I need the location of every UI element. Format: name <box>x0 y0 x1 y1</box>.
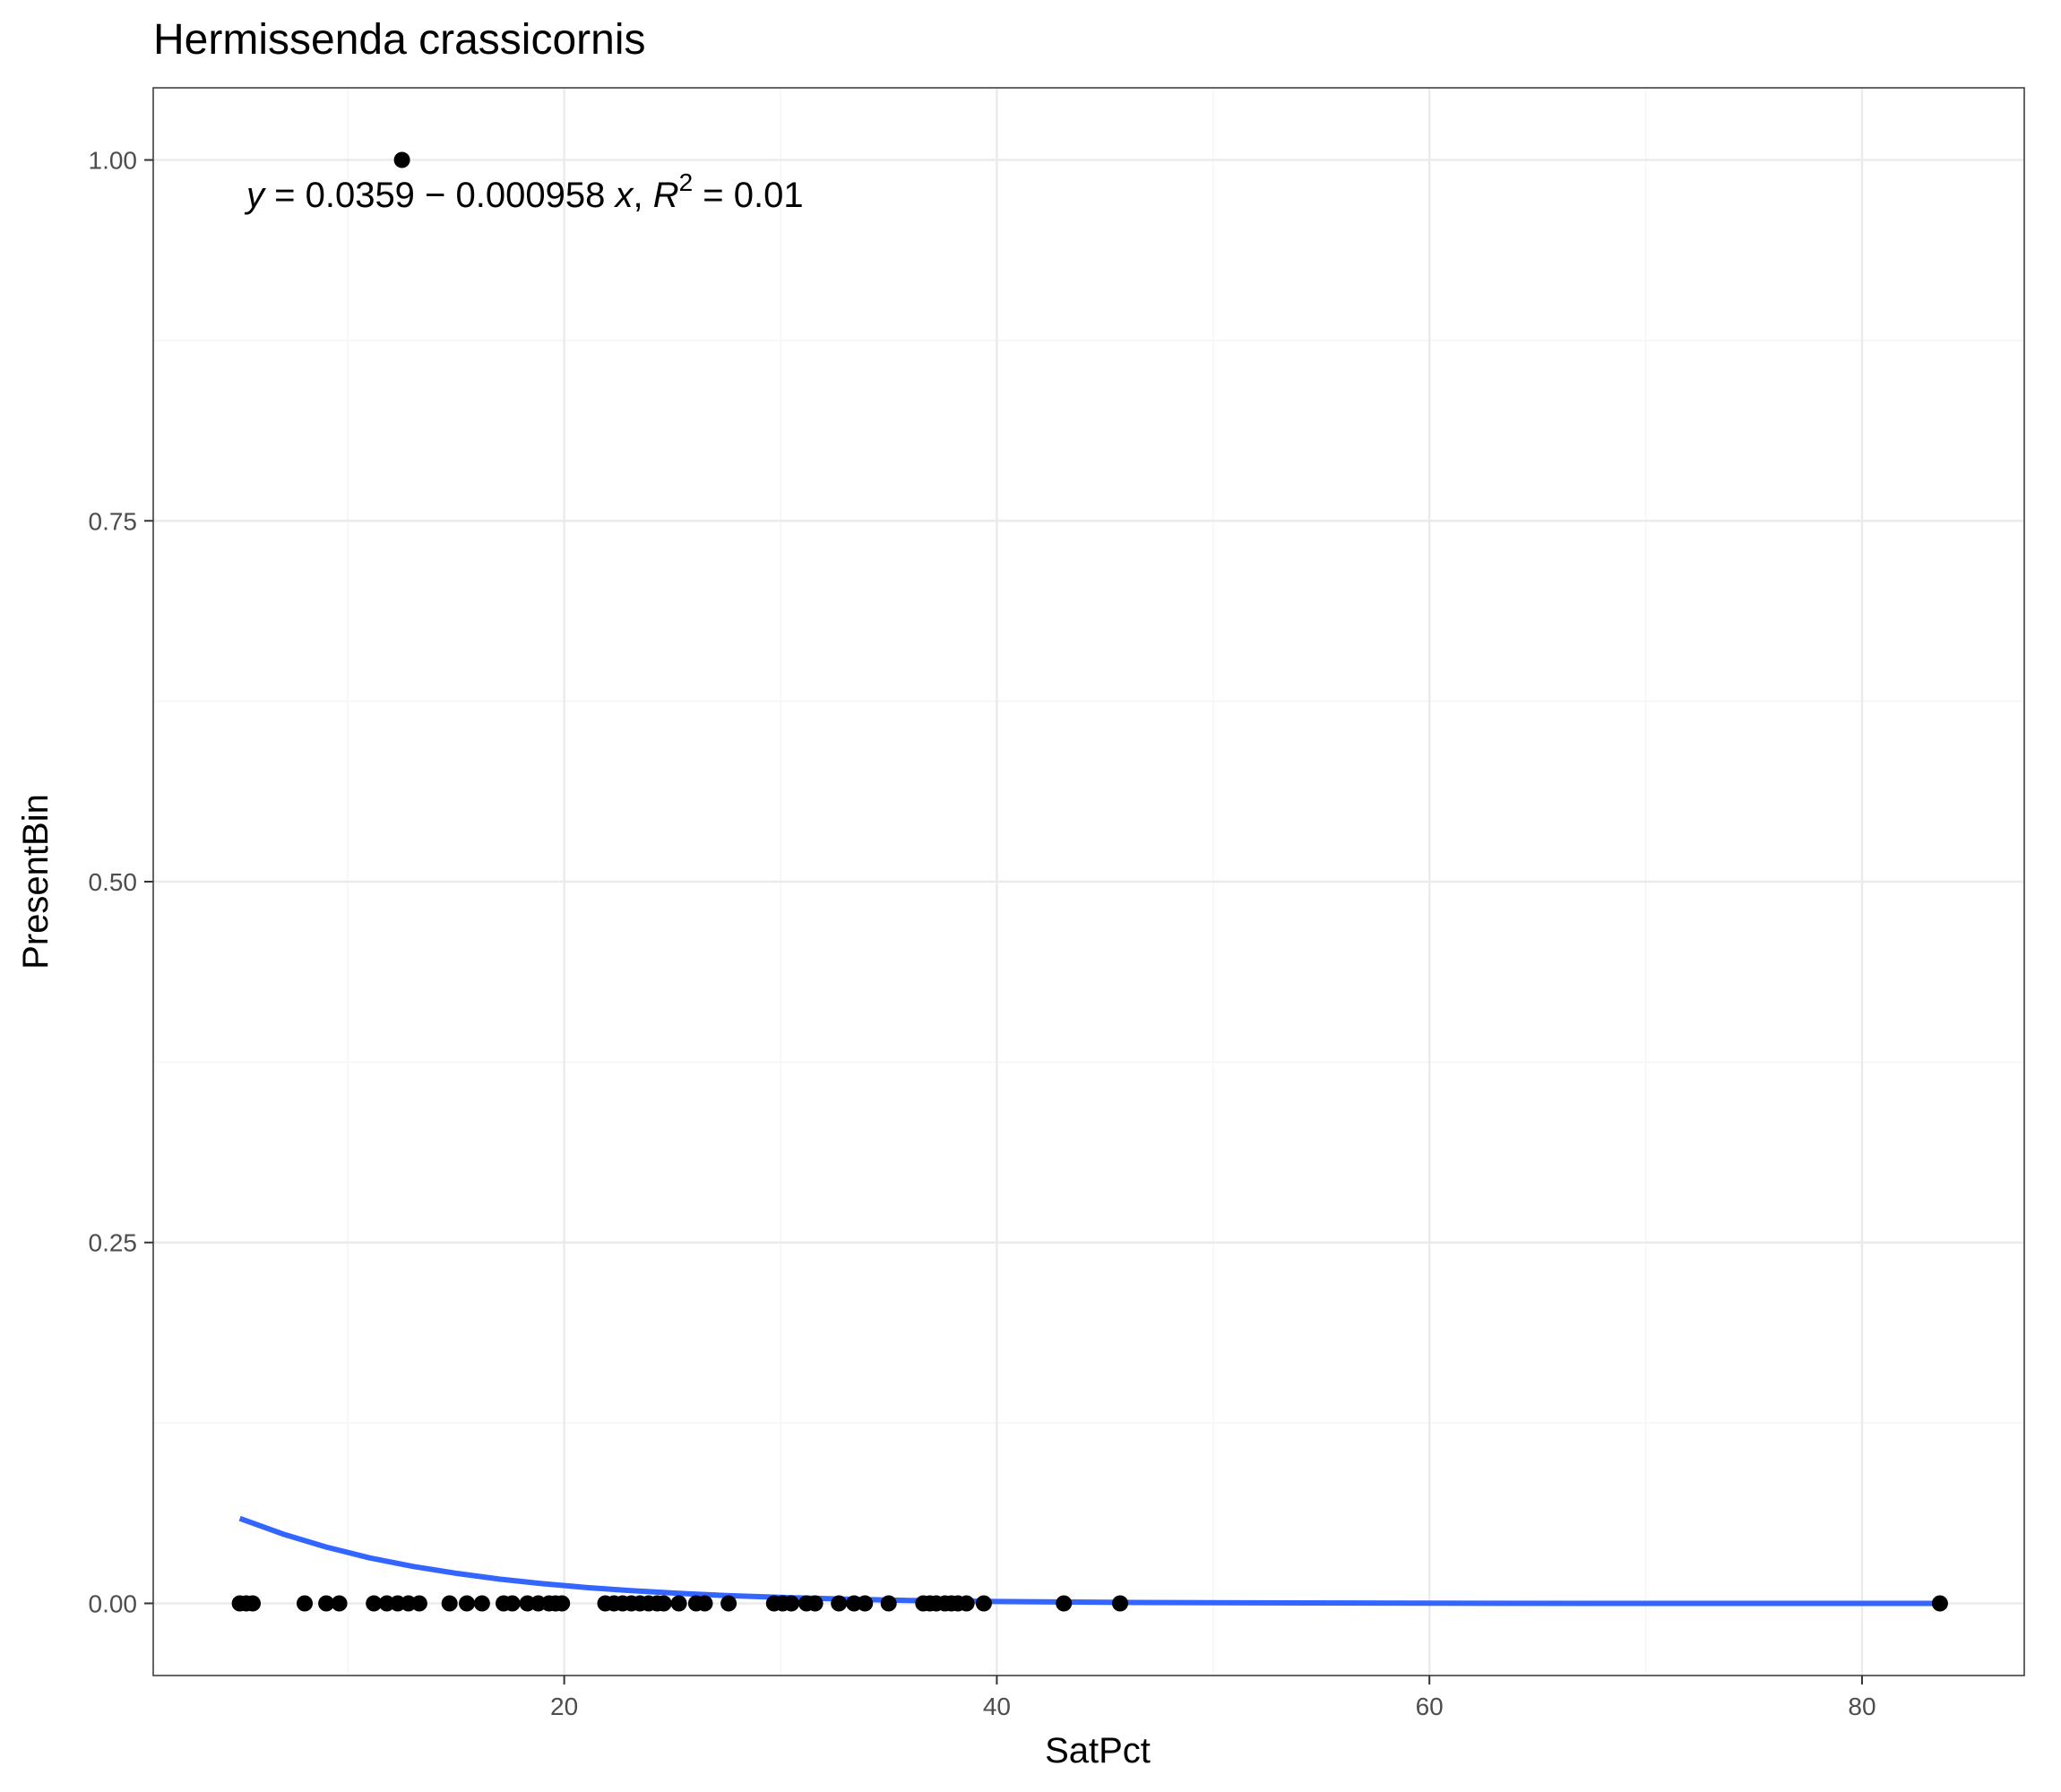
data-point <box>297 1595 313 1612</box>
fit-line <box>238 1515 1940 1607</box>
data-point <box>958 1595 975 1612</box>
data-point <box>393 151 410 168</box>
eq-comma: , <box>633 176 652 215</box>
data-point <box>473 1595 490 1612</box>
data-point <box>504 1595 521 1612</box>
data-point <box>670 1595 687 1612</box>
chart-title: Hermissenda crassicornis <box>153 16 646 64</box>
data-point <box>441 1595 458 1612</box>
regression-curve <box>238 1515 1940 1607</box>
grid-lines <box>153 88 2024 1676</box>
x-axis-title: SatPct <box>1045 1731 1151 1770</box>
y-tick-label: 0.50 <box>89 868 138 896</box>
eq-r-variable: R <box>653 176 679 215</box>
eq-r-exponent: 2 <box>679 168 694 196</box>
data-point <box>783 1595 800 1612</box>
data-point <box>366 1595 383 1612</box>
data-point <box>806 1595 824 1612</box>
data-point <box>318 1595 335 1612</box>
x-tick-label: 60 <box>1416 1693 1444 1720</box>
data-point <box>720 1595 737 1612</box>
data-point <box>857 1595 874 1612</box>
y-tick-label: 0.00 <box>89 1590 138 1617</box>
data-point <box>331 1595 348 1612</box>
x-tick-label: 20 <box>550 1693 578 1720</box>
y-tick-label: 0.25 <box>89 1229 138 1257</box>
eq-body: = 0.0359 − 0.000958 <box>264 176 615 215</box>
data-point <box>831 1595 848 1612</box>
x-tick-label: 40 <box>983 1693 1011 1720</box>
y-tick-label: 0.75 <box>89 507 138 535</box>
data-point <box>880 1595 897 1612</box>
data-point <box>1931 1595 1948 1612</box>
data-points <box>231 151 1948 1612</box>
data-point <box>410 1595 427 1612</box>
x-axis: 20 40 60 80 <box>550 1676 1876 1720</box>
y-axis-title: PresentBin <box>16 794 56 969</box>
x-tick-label: 80 <box>1848 1693 1876 1720</box>
regression-equation: y = 0.0359 − 0.000958 x, R2 = 0.01 <box>244 168 804 215</box>
data-point <box>1056 1595 1073 1612</box>
eq-x-variable: x <box>613 176 634 215</box>
data-point <box>655 1595 672 1612</box>
data-point <box>975 1595 992 1612</box>
data-point <box>245 1595 261 1612</box>
y-axis: 0.00 0.25 0.50 0.75 1.00 <box>89 147 153 1617</box>
data-point <box>1112 1595 1128 1612</box>
data-point <box>459 1595 475 1612</box>
data-point <box>696 1595 713 1612</box>
y-tick-label: 1.00 <box>89 147 138 175</box>
eq-r-value: = 0.01 <box>693 176 803 215</box>
eq-y-variable: y <box>244 176 267 215</box>
data-point <box>554 1595 571 1612</box>
